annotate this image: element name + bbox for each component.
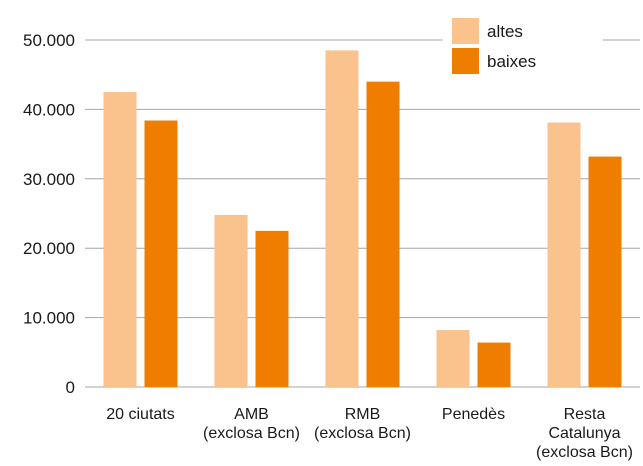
- y-tick-label: 40.000: [23, 100, 75, 119]
- x-tick-label: Resta Catalunya (exclosa Bcn): [536, 406, 633, 461]
- bar-altes: [547, 122, 581, 387]
- x-tick-label: RMB (exclosa Bcn): [314, 406, 411, 442]
- legend-swatch-baixes: [452, 48, 479, 74]
- legend-label-baixes: baixes: [487, 52, 536, 71]
- y-tick-label: 0: [66, 378, 75, 397]
- legend-swatch-altes: [452, 18, 479, 44]
- bar-altes: [214, 214, 248, 387]
- bar-baixes: [588, 156, 622, 387]
- legend: altes baixes: [443, 14, 603, 84]
- bar-altes: [436, 330, 470, 387]
- x-tick-label: Penedès: [442, 406, 505, 423]
- bar-baixes: [144, 120, 178, 387]
- y-tick-label: 30.000: [23, 170, 75, 189]
- bar-baixes: [255, 230, 289, 387]
- bar-altes: [103, 92, 137, 388]
- legend-label-altes: altes: [487, 22, 523, 41]
- x-tick-label: AMB (exclosa Bcn): [203, 406, 300, 442]
- bar-baixes: [477, 342, 511, 387]
- bar-baixes: [366, 81, 400, 387]
- x-tick-label: 20 ciutats: [106, 406, 174, 423]
- y-axis: 0 10.000 20.000 30.000 40.000 50.000: [23, 31, 75, 397]
- bar-altes: [325, 50, 359, 387]
- y-tick-label: 10.000: [23, 309, 75, 328]
- y-tick-label: 50.000: [23, 31, 75, 50]
- bars: [103, 50, 622, 388]
- y-tick-label: 20.000: [23, 239, 75, 258]
- x-axis: 20 ciutats AMB (exclosa Bcn) RMB (exclosa Bc…: [106, 406, 633, 461]
